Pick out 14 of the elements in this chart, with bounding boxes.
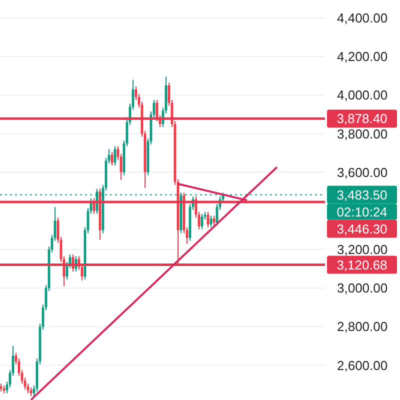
y-tick-label: 2,800.00: [337, 319, 388, 334]
y-tick-label: 4,400.00: [337, 10, 388, 26]
y-tick-label: 3,600.00: [337, 164, 388, 180]
y-tick-label: 2,600.00: [337, 358, 388, 373]
y-tick-label: 3,800.00: [337, 126, 388, 142]
ref-line-label: 3,878.40: [336, 111, 388, 126]
y-tick-label: 4,000.00: [337, 88, 388, 103]
text: 02:10:24: [336, 204, 388, 220]
ref-line-label: 3,120.68: [336, 257, 388, 272]
ref-line-label: 3,483.50: [336, 187, 388, 202]
y-tick-label: 3,200.00: [337, 242, 388, 258]
y-tick-label: 3,000.00: [337, 280, 388, 296]
y-tick-label: 4,200.00: [337, 49, 388, 64]
ref-line-label: 3,446.30: [336, 221, 388, 236]
